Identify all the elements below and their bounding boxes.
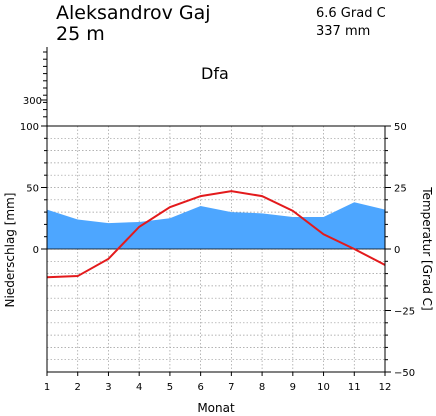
x-tick-label: 1: [44, 382, 50, 393]
right-tick-label: 0: [394, 245, 400, 256]
x-tick-label: 4: [136, 382, 142, 393]
x-tick-label: 11: [348, 382, 361, 393]
x-tick-label: 12: [379, 382, 392, 393]
right-axis-label: Temperatur [Grad C]: [420, 186, 434, 310]
right-tick-label: 50: [394, 122, 407, 133]
annual-precipitation: 337 mm: [316, 24, 370, 39]
x-axis-label: Monat: [197, 401, 235, 415]
climate-classification: Dfa: [201, 64, 229, 83]
left-tick-label: 100: [20, 122, 39, 133]
right-tick-label: 25: [394, 184, 407, 195]
x-tick-label: 8: [259, 382, 265, 393]
mean-temperature: 6.6 Grad C: [316, 6, 386, 21]
temperature-line: [46, 190, 386, 279]
left-axis-label: Niederschlag [mm]: [3, 193, 17, 308]
x-tick-label: 10: [317, 382, 330, 393]
station-name: Aleksandrov Gaj: [56, 2, 211, 24]
right-tick-label: −50: [394, 368, 415, 379]
x-axis-ticks: 1 2 3 4 5 6 7 8 9 10 11 12: [44, 372, 392, 393]
station-elevation: 25 m: [56, 23, 105, 45]
x-tick-label: 6: [197, 382, 203, 393]
left-tick-label: 50: [26, 184, 39, 195]
x-tick-label: 9: [290, 382, 296, 393]
x-tick-label: 7: [228, 382, 234, 393]
x-tick-label: 3: [105, 382, 111, 393]
precipitation-area: [47, 202, 385, 249]
upper-tick-label: 300: [23, 96, 42, 107]
x-tick-label: 5: [167, 382, 173, 393]
left-tick-label: 0: [33, 245, 39, 256]
upper-precip-ticks: 300: [23, 51, 47, 118]
right-tick-label: −25: [394, 307, 415, 318]
x-tick-label: 2: [75, 382, 81, 393]
left-axis-ticks: 0 50 100: [20, 122, 47, 256]
right-axis-ticks: 50 25 0 −25 −50: [385, 122, 415, 379]
